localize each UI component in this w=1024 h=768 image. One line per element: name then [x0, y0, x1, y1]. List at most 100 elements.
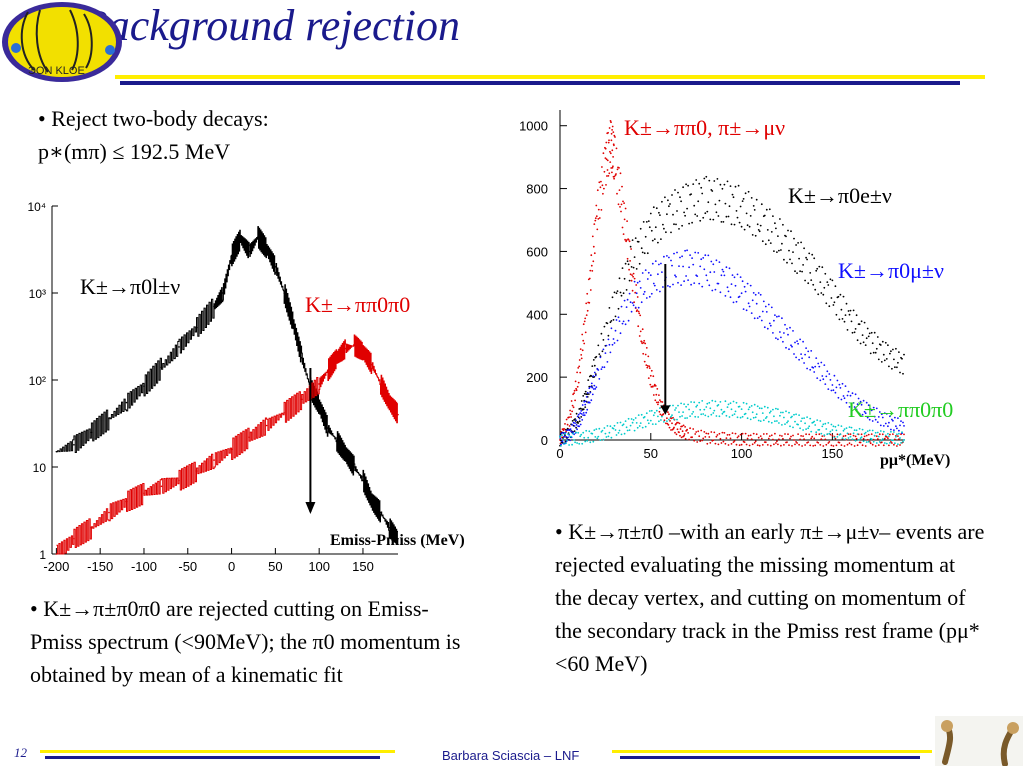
chart2-point-3: [660, 419, 662, 421]
chart2-point-2: [560, 432, 563, 435]
chart2-point-0: [819, 444, 822, 446]
chart2-point-1: [874, 351, 877, 354]
chart2-point-3: [573, 439, 575, 441]
chart2-point-0: [568, 416, 570, 419]
chart2-point-2: [844, 385, 847, 387]
chart2-point-2: [899, 424, 901, 427]
chart2-point-2: [786, 328, 788, 330]
chart2-point-1: [575, 426, 577, 429]
chart2-point-1: [778, 249, 780, 252]
chart2-point-0: [815, 433, 818, 436]
chart2-point-2: [819, 379, 822, 382]
chart2-point-2: [793, 353, 795, 355]
chart2-point-0: [613, 175, 616, 178]
chart2-point-2: [601, 366, 604, 368]
chart2-point-1: [747, 190, 750, 193]
chart2-point-0: [695, 431, 698, 433]
chart2-point-2: [768, 322, 771, 325]
chart2-point-1: [705, 175, 708, 178]
chart2-point-1: [642, 221, 645, 223]
chart2-point-2: [888, 421, 890, 424]
chart2-point-3: [721, 412, 724, 415]
chart2-point-1: [759, 224, 762, 227]
chart2-point-2: [898, 429, 900, 432]
chart2-point-3: [823, 434, 826, 437]
chart2-point-2: [694, 251, 697, 254]
chart2-point-2: [679, 256, 681, 259]
chart2-point-2: [614, 329, 617, 332]
chart2-point-3: [701, 400, 704, 402]
chart2-point-0: [681, 425, 683, 428]
chart2-point-3: [689, 415, 691, 417]
chart2-point-1: [730, 223, 733, 226]
chart2-point-0: [735, 443, 738, 446]
chart2-point-0: [680, 436, 683, 439]
chart2-point-1: [652, 206, 655, 209]
chart2-point-1: [764, 243, 767, 246]
chart2-point-2: [748, 305, 751, 308]
chart2-point-0: [897, 435, 899, 437]
chart2-point-3: [779, 414, 781, 417]
chart1-series-1: [56, 334, 398, 555]
chart2-point-3: [820, 432, 823, 435]
chart1-point-1: [125, 500, 128, 503]
chart1-point-0: [344, 453, 347, 456]
chart2-point-3: [599, 439, 602, 441]
chart2-point-1: [806, 258, 808, 261]
chart2-point-1: [666, 213, 668, 216]
chart2-point-1: [679, 196, 681, 199]
chart2-point-0: [787, 433, 789, 436]
chart2-point-3: [880, 439, 883, 442]
chart2-point-2: [852, 402, 855, 404]
chart2-point-2: [573, 425, 576, 427]
chart2-point-1: [694, 213, 697, 216]
chart2-point-3: [856, 433, 859, 435]
chart1-point-0: [178, 346, 180, 348]
chart2-point-0: [670, 429, 672, 431]
chart2-point-0: [613, 177, 615, 180]
chart2-point-3: [615, 434, 618, 436]
chart2-point-0: [831, 434, 834, 437]
chart1-y-tick-label: 10²: [29, 374, 46, 388]
chart2-point-3: [860, 436, 863, 439]
chart2-point-0: [612, 165, 614, 168]
chart2-point-2: [576, 415, 579, 418]
chart2-point-3: [587, 436, 590, 439]
chart2-point-2: [594, 388, 597, 390]
chart2-point-2: [781, 317, 783, 320]
chart2-point-3: [855, 429, 858, 432]
chart2-point-2: [715, 259, 718, 262]
chart2-point-0: [634, 291, 637, 294]
chart2-point-0: [760, 437, 763, 440]
chart2-point-2: [708, 284, 711, 287]
chart2-point-0: [791, 445, 793, 447]
chart2-point-3: [562, 439, 564, 441]
chart2-point-3: [565, 442, 567, 444]
chart2-point-0: [733, 440, 736, 442]
chart2-point-3: [885, 442, 888, 445]
chart2-point-1: [898, 351, 900, 353]
chart2-point-0: [590, 264, 593, 267]
chart2-point-0: [562, 429, 565, 432]
chart2-point-3: [706, 402, 709, 405]
chart2-point-1: [766, 229, 769, 231]
chart2-point-0: [611, 149, 614, 152]
chart2-point-0: [636, 296, 639, 298]
chart2-point-1: [754, 234, 757, 237]
chart2-point-2: [681, 255, 683, 258]
chart2-point-1: [708, 179, 711, 182]
chart2-point-0: [629, 273, 632, 276]
chart2-point-0: [600, 180, 602, 183]
chart2-point-0: [789, 437, 791, 440]
chart2-point-3: [672, 404, 674, 407]
chart1-point-0: [160, 366, 163, 369]
chart2-point-3: [690, 401, 692, 403]
chart2-point-1: [650, 229, 653, 232]
chart2-point-3: [836, 436, 839, 438]
chart2-point-0: [871, 443, 874, 446]
chart2-point-0: [804, 444, 806, 446]
chart2-point-1: [819, 281, 822, 283]
chart2-point-2: [632, 304, 635, 307]
chart2-point-0: [679, 434, 681, 437]
chart2-point-1: [645, 221, 648, 223]
